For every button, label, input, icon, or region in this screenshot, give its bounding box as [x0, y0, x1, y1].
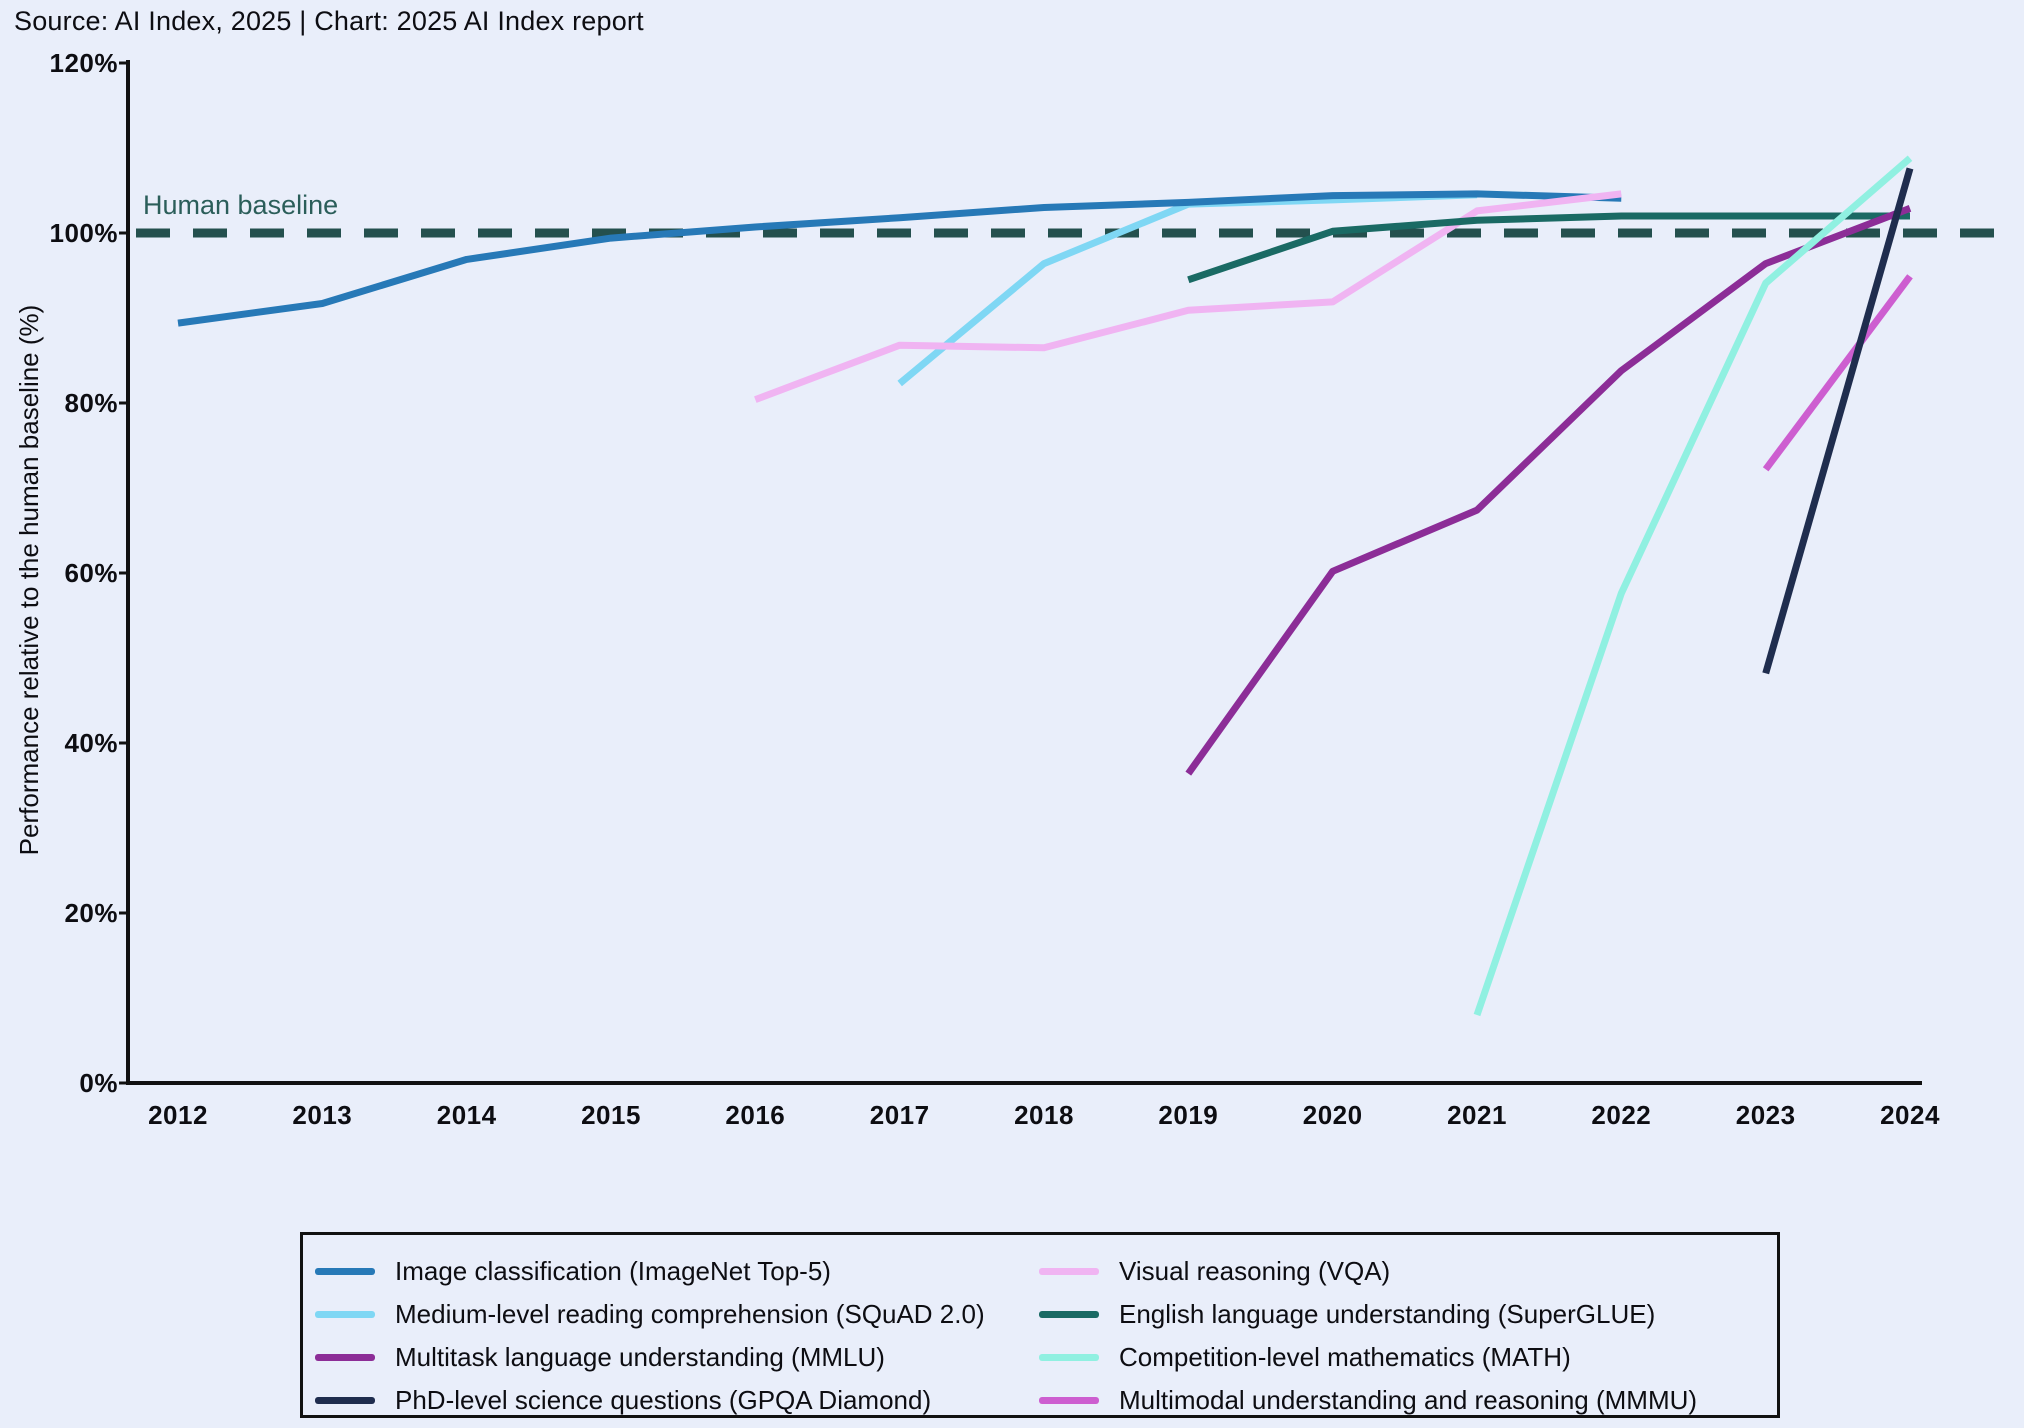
- legend-item-squad: Medium-level reading comprehension (SQuA…: [315, 1296, 985, 1333]
- x-tick-label-2019: 2019: [1158, 1100, 1219, 1130]
- legend-item-mmlu: Multitask language understanding (MMLU): [315, 1339, 985, 1376]
- legend-item-imagenet: Image classification (ImageNet Top-5): [315, 1253, 985, 1290]
- legend-swatch-math: [1039, 1354, 1099, 1361]
- series-line-superglue: [1187, 212, 1910, 284]
- source-attribution: Source: AI Index, 2025 | Chart: 2025 AI …: [14, 6, 644, 36]
- legend-label-squad: Medium-level reading comprehension (SQuA…: [395, 1299, 985, 1329]
- x-tick-label-2012: 2012: [148, 1100, 208, 1130]
- legend-item-superglue: English language understanding (SuperGLU…: [1039, 1296, 1697, 1333]
- series-line-squad: [897, 191, 1478, 387]
- legend-label-superglue: English language understanding (SuperGLU…: [1119, 1299, 1656, 1329]
- x-tick-label-2021: 2021: [1447, 1100, 1507, 1130]
- y-tick-label-0%: 0%: [79, 1068, 118, 1098]
- series-line-math: [1473, 155, 1913, 1017]
- x-tick-label-2020: 2020: [1302, 1100, 1363, 1130]
- legend-swatch-vqa: [1039, 1268, 1099, 1275]
- y-tick-label-20%: 20%: [64, 898, 118, 928]
- y-tick-label-120%: 120%: [49, 48, 118, 78]
- legend-label-math: Competition-level mathematics (MATH): [1119, 1342, 1571, 1372]
- series-line-mmmu: [1762, 274, 1913, 472]
- legend-column-right: Visual reasoning (VQA) English language u…: [1039, 1253, 1697, 1425]
- x-tick-label-2022: 2022: [1591, 1100, 1652, 1130]
- x-tick-label-2017: 2017: [869, 1100, 930, 1130]
- legend-column-left: Image classification (ImageNet Top-5) Med…: [315, 1253, 985, 1425]
- legend-swatch-superglue: [1039, 1311, 1099, 1318]
- x-tick-label-2024: 2024: [1880, 1100, 1940, 1130]
- legend-label-mmlu: Multitask language understanding (MMLU): [395, 1342, 885, 1372]
- y-tick-label-100%: 100%: [49, 218, 118, 248]
- legend-label-mmmu: Multimodal understanding and reasoning (…: [1119, 1385, 1698, 1415]
- x-tick-label-2014: 2014: [436, 1100, 497, 1130]
- series-line-mmlu: [1185, 205, 1912, 776]
- x-tick-label-2016: 2016: [725, 1100, 786, 1130]
- x-tick-label-2018: 2018: [1014, 1100, 1074, 1130]
- legend-swatch-gpqa: [315, 1397, 375, 1404]
- legend-item-vqa: Visual reasoning (VQA): [1039, 1253, 1697, 1290]
- series-line-imagenet: [177, 190, 1622, 327]
- legend-label-imagenet: Image classification (ImageNet Top-5): [395, 1256, 831, 1286]
- chart-legend: Image classification (ImageNet Top-5) Med…: [300, 1232, 1780, 1418]
- human-baseline-label: Human baseline: [143, 190, 339, 220]
- y-tick-label-40%: 40%: [64, 728, 118, 758]
- legend-swatch-mmlu: [315, 1354, 375, 1361]
- legend-swatch-squad: [315, 1311, 375, 1318]
- legend-label-vqa: Visual reasoning (VQA): [1119, 1256, 1391, 1286]
- series-line-vqa: [754, 190, 1622, 403]
- x-tick-label-2013: 2013: [292, 1100, 353, 1130]
- legend-item-mmmu: Multimodal understanding and reasoning (…: [1039, 1382, 1697, 1419]
- x-tick-label-2015: 2015: [581, 1100, 641, 1130]
- legend-item-gpqa: PhD-level science questions (GPQA Diamon…: [315, 1382, 985, 1419]
- legend-label-gpqa: PhD-level science questions (GPQA Diamon…: [395, 1385, 932, 1415]
- x-tick-label-2023: 2023: [1735, 1100, 1796, 1130]
- series-line-gpqa: [1762, 167, 1914, 675]
- legend-swatch-mmmu: [1039, 1397, 1099, 1404]
- legend-item-math: Competition-level mathematics (MATH): [1039, 1339, 1697, 1376]
- legend-swatch-imagenet: [315, 1268, 375, 1275]
- y-tick-label-60%: 60%: [64, 558, 118, 588]
- y-tick-label-80%: 80%: [64, 388, 118, 418]
